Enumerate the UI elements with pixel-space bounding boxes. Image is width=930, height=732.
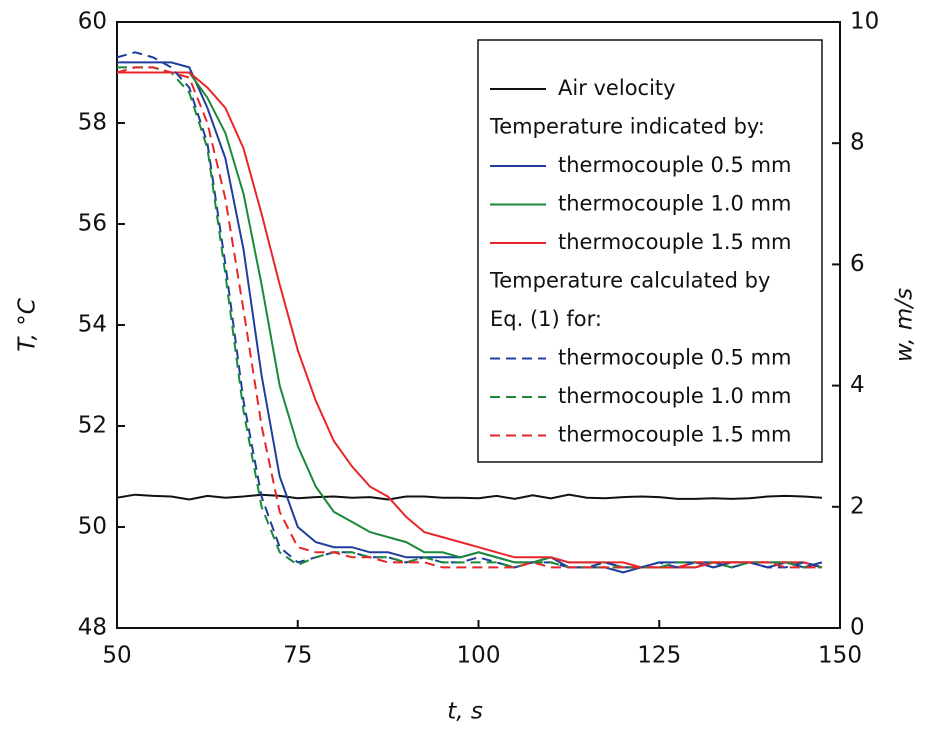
y2-tick-label: 4	[850, 372, 865, 398]
legend-label: Air velocity	[558, 76, 676, 100]
x-tick-label: 125	[637, 643, 681, 669]
y2-tick-label: 2	[850, 493, 865, 519]
y-tick-label: 60	[78, 9, 107, 35]
x-tick-label: 50	[102, 643, 131, 669]
y-tick-label: 58	[78, 110, 107, 136]
y-tick-label: 48	[78, 615, 107, 641]
series-line	[116, 66, 822, 569]
legend-label: thermocouple 1.0 mm	[558, 384, 791, 408]
y-tick-label: 52	[78, 413, 107, 439]
series-line	[116, 493, 822, 501]
y-tick-label: 56	[78, 211, 107, 237]
y-axis-label: T, °C	[15, 298, 41, 352]
plot-frame	[116, 21, 841, 629]
x-axis-label: t, s	[447, 699, 483, 725]
y2-tick-label: 0	[850, 615, 865, 641]
legend-label: thermocouple 1.0 mm	[558, 192, 791, 216]
legend-label: thermocouple 0.5 mm	[558, 153, 791, 177]
series-line	[116, 51, 823, 569]
legend-label: thermocouple 1.5 mm	[558, 230, 791, 254]
y2-tick-label: 10	[850, 9, 879, 35]
x-tick-label: 150	[818, 643, 862, 669]
series-line	[117, 66, 822, 569]
legend-note: Temperature calculated by	[489, 269, 770, 293]
legend: Air velocity Temperature indicated by: the…	[477, 39, 823, 463]
legend-label: thermocouple 1.5 mm	[558, 423, 791, 447]
y2-tick-label: 6	[850, 251, 865, 277]
y2-tick-label: 8	[850, 130, 865, 156]
legend-note: Temperature indicated by:	[489, 115, 765, 139]
series-line	[117, 71, 823, 569]
y-tick-label: 50	[78, 514, 107, 540]
legend-label: thermocouple 0.5 mm	[558, 346, 791, 370]
legend-box	[477, 39, 823, 463]
y-tick-label: 54	[78, 312, 107, 338]
x-tick-label: 75	[283, 643, 312, 669]
y2-axis-label: w, m/s	[892, 288, 918, 362]
legend-note: Eq. (1) for:	[490, 307, 602, 331]
x-tick-label: 100	[457, 643, 501, 669]
